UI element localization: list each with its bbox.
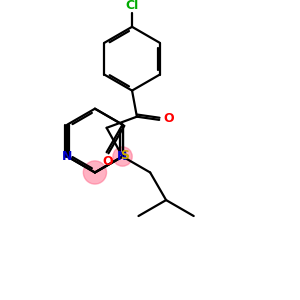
Circle shape bbox=[113, 147, 132, 166]
Text: S: S bbox=[120, 149, 129, 162]
Text: Cl: Cl bbox=[125, 0, 139, 12]
Text: N: N bbox=[62, 150, 73, 163]
Text: O: O bbox=[102, 155, 113, 168]
Text: N: N bbox=[117, 150, 128, 163]
Text: O: O bbox=[164, 112, 174, 125]
Circle shape bbox=[83, 161, 106, 184]
